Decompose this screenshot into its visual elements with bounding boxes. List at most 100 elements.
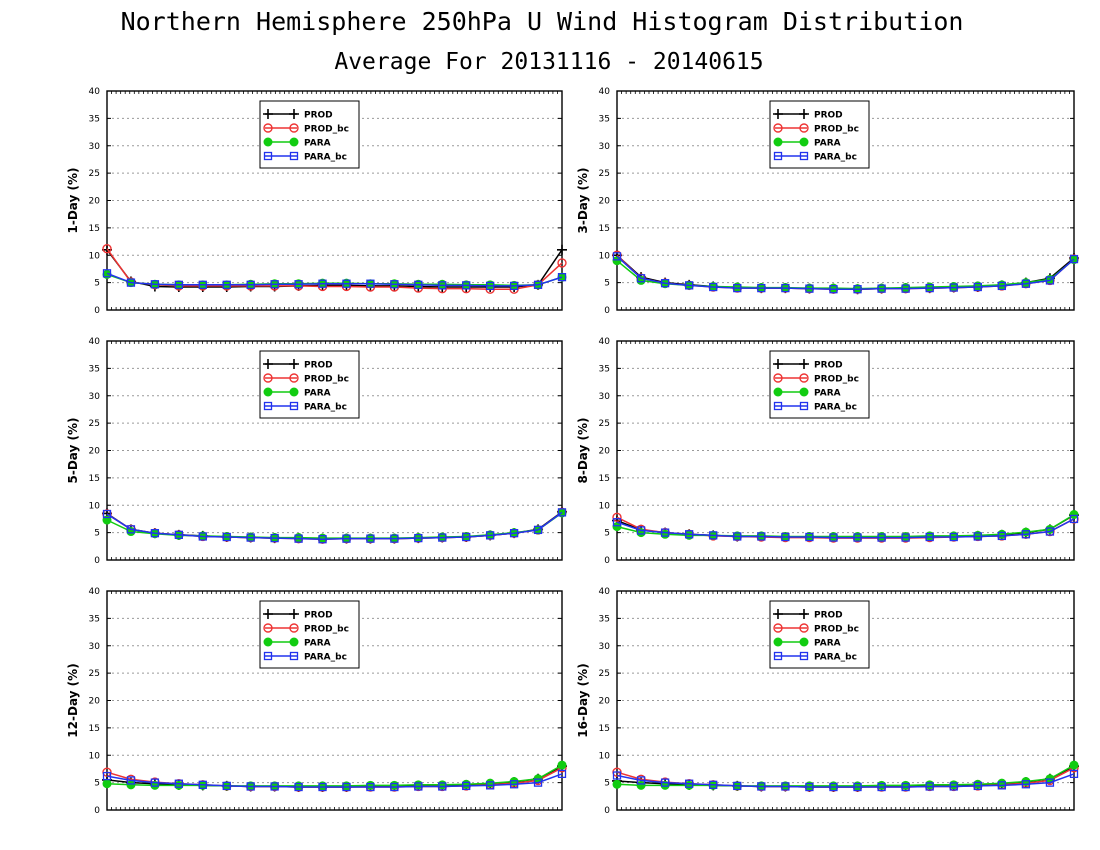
data-point-para-bc [853,782,862,792]
data-point-para-bc [557,272,567,282]
data-point-para-bc [126,525,136,534]
data-point-para-bc [270,533,279,543]
data-point-para-bc [757,532,766,541]
legend-marker [289,651,299,661]
data-point-para-bc [557,769,567,779]
legend-marker [773,637,783,647]
data-point-para-bc [150,778,160,787]
data-point-para-bc [1069,769,1079,779]
data-point-para-bc [509,780,519,789]
data-point-para-bc [318,279,327,288]
plot-frame [616,90,1075,311]
data-point-para-bc [102,771,112,781]
data-point-para-bc [685,530,694,539]
legend-marker [773,109,783,119]
y-tick-label: 20 [89,697,101,707]
legend-marker [773,137,783,147]
chart-panel: 0 5 10 15 20 25 30 35 40 3-Day (%) PROD PROD_bc PARA… [576,87,1079,316]
data-point-para-bc [781,532,790,542]
chart-panel: 0 5 10 15 20 25 30 35 40 12-Day (%) PROD PROD_bc PAR… [66,587,567,816]
legend-entry-label: PROD [304,611,333,621]
legend: PROD PROD_bc PARA PARA_bc [259,600,360,669]
legend-marker [289,609,299,619]
y-tick-label: 25 [599,669,610,679]
data-point-para-bc [949,532,958,542]
data-point-para-bc [509,529,519,538]
data-point-para-bc [805,782,814,792]
data-point-para-bc [318,535,327,544]
legend-entry-label: PROD_bc [814,125,859,135]
legend: PROD PROD_bc PARA PARA_bc [259,350,360,419]
data-point-para-bc [174,779,183,788]
data-point-para-bc [805,532,814,542]
legend-box [259,600,360,669]
y-tick-label: 40 [599,87,611,97]
data-point-para-bc [757,782,766,791]
data-point-para-bc [102,509,112,519]
legend-entry-label: PARA_bc [814,653,857,663]
y-tick-label: 10 [89,751,101,761]
y-tick-label: 20 [89,197,101,207]
legend-marker [263,123,273,133]
data-point-para-bc [246,533,255,542]
legend-entry-label: PARA [304,139,331,149]
y-tick-label: 15 [599,724,610,734]
data-point-para-bc [709,531,718,540]
data-point-para-bc [1021,279,1031,288]
legend-marker [289,359,299,369]
data-point-para-bc [636,776,646,785]
legend: PROD PROD_bc PARA PARA_bc [259,100,360,169]
data-point-para-bc [270,280,279,289]
data-point-para-bc [877,782,886,792]
data-point-para-bc [390,534,399,543]
data-point-para-bc [733,532,742,541]
legend-box [769,600,870,669]
data-point-para-bc [901,284,910,293]
data-point-para-bc [533,525,543,535]
legend-entry-label: PROD [814,111,843,121]
legend-entry-label: PROD_bc [814,625,859,635]
data-point-prod-bc [557,258,567,268]
y-tick-label: 35 [599,114,610,124]
data-point-para-bc [660,279,670,288]
y-tick-label: 30 [89,642,101,652]
legend-entry-label: PARA [304,639,331,649]
data-point-para-bc [1069,254,1079,264]
legend-marker [263,109,273,119]
y-tick-label: 0 [604,556,610,566]
y-tick-label: 5 [604,279,610,289]
chart-panels: 0 5 10 15 20 25 30 35 40 1-Day (%) PROD PROD_bc PARA… [66,87,1079,816]
chart-panel: 0 5 10 15 20 25 30 35 40 16-Day (%) PROD PROD_bc PAR… [576,587,1079,816]
legend-marker [799,623,809,633]
legend-marker [773,401,783,411]
data-point-para-bc [877,533,886,542]
legend-marker [263,401,273,411]
legend-entry-label: PROD [304,111,333,121]
data-point-para-bc [829,782,838,792]
data-point-para-bc [925,283,934,293]
data-point-para-bc [829,285,838,294]
y-tick-label: 25 [599,169,610,179]
data-point-para-bc [685,779,694,788]
data-point-para-bc [757,283,766,293]
data-point-para-bc [853,285,862,294]
y-tick-label: 15 [599,224,610,234]
y-tick-label: 15 [89,724,100,734]
plot-frame [616,590,1075,811]
data-point-para-bc [781,283,790,293]
legend-entry-label: PARA [814,639,841,649]
data-point-para-bc [805,284,814,293]
legend-marker [799,151,809,161]
data-point-para-bc [829,533,838,542]
data-point-para-bc [174,280,183,289]
data-point-para-bc [877,284,886,293]
legend-marker [799,609,809,619]
legend-marker [289,387,299,397]
data-point-para-bc [438,782,447,791]
data-point-para [1069,760,1079,770]
y-tick-label: 35 [599,364,610,374]
legend-marker [263,387,273,397]
data-point-para-bc [533,280,543,289]
legend-marker [263,151,273,161]
data-point-para-bc [1045,276,1055,285]
